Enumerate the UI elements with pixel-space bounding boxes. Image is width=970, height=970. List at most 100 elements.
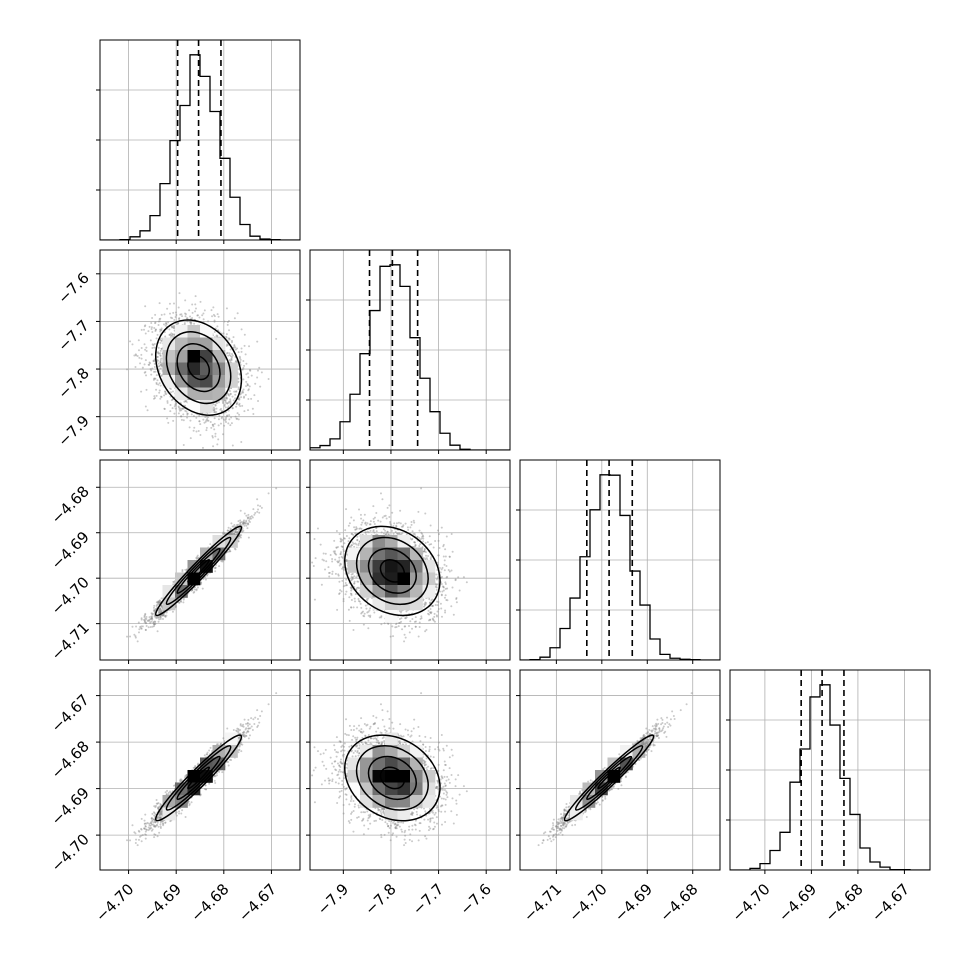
sample-point: [157, 362, 160, 365]
sample-point: [183, 322, 186, 325]
sample-point: [150, 321, 153, 324]
sample-point: [150, 369, 153, 372]
sample-point: [241, 404, 244, 407]
sample-point: [247, 388, 250, 391]
contour-0: [187, 354, 211, 381]
sample-point: [186, 320, 189, 323]
sample-point: [250, 517, 253, 520]
density-cell: [200, 375, 213, 388]
sample-point: [147, 626, 150, 629]
sample-point: [189, 419, 192, 422]
sample-point: [144, 621, 147, 624]
sample-point: [206, 419, 209, 422]
sample-point: [151, 343, 154, 346]
sample-point: [178, 601, 181, 604]
sample-point: [228, 418, 231, 421]
sample-point: [148, 363, 151, 366]
sample-point: [160, 364, 163, 367]
sample-point: [242, 391, 245, 394]
sample-point: [159, 363, 162, 366]
sample-point: [256, 369, 259, 372]
sample-point: [251, 407, 254, 410]
sample-point: [211, 315, 214, 318]
sample-point: [226, 529, 229, 532]
sample-point: [225, 344, 228, 347]
sample-point: [226, 321, 229, 324]
sample-point: [192, 429, 195, 432]
sample-point: [153, 622, 156, 625]
sample-point: [151, 330, 154, 333]
sample-point: [207, 419, 210, 422]
sample-point: [201, 314, 204, 317]
histogram-0: [100, 54, 300, 240]
sample-point: [244, 393, 247, 396]
sample-point: [259, 505, 262, 508]
sample-point: [154, 328, 157, 331]
sample-point: [243, 344, 246, 347]
sample-point: [226, 414, 229, 417]
sample-point: [202, 318, 205, 321]
sample-point: [229, 402, 232, 405]
sample-point: [150, 353, 153, 356]
sample-point: [229, 400, 232, 403]
sample-point: [154, 609, 157, 612]
sample-point: [226, 402, 229, 405]
sample-point: [215, 411, 218, 414]
sample-point: [229, 355, 232, 358]
sample-point: [214, 411, 217, 414]
sample-point: [204, 415, 207, 418]
sample-point: [247, 513, 250, 516]
sample-point: [190, 322, 193, 325]
sample-point: [188, 426, 191, 429]
sample-point: [152, 609, 155, 612]
sample-point: [156, 355, 159, 358]
sample-point: [241, 530, 244, 533]
sample-point: [153, 360, 156, 363]
sample-point: [232, 336, 235, 339]
sample-point: [233, 523, 236, 526]
sample-point: [257, 508, 260, 511]
sample-point: [158, 365, 161, 368]
sample-point: [253, 513, 256, 516]
sample-point: [225, 396, 228, 399]
sample-point: [230, 422, 233, 425]
sample-point: [256, 340, 259, 343]
sample-point: [243, 512, 246, 515]
sample-point: [213, 428, 216, 431]
sample-point: [171, 317, 174, 320]
sample-point: [171, 334, 174, 337]
sample-point: [143, 614, 146, 617]
sample-point: [212, 406, 215, 409]
sample-point: [131, 343, 134, 346]
sample-point: [227, 550, 230, 553]
sample-point: [164, 392, 167, 395]
sample-point: [258, 366, 261, 369]
sample-point: [227, 354, 230, 357]
sample-point: [163, 407, 166, 410]
sample-point: [234, 393, 237, 396]
sample-point: [144, 370, 147, 373]
sample-point: [157, 359, 160, 362]
sample-point: [234, 348, 237, 351]
sample-point: [235, 417, 238, 420]
sample-point: [207, 320, 210, 323]
sample-point: [228, 352, 231, 355]
sample-point: [138, 356, 141, 359]
sample-point: [267, 378, 270, 381]
sample-point: [195, 416, 198, 419]
sample-point: [173, 580, 176, 583]
sample-point: [244, 353, 247, 356]
sample-point: [190, 413, 193, 416]
sample-point: [157, 600, 160, 603]
sample-point: [160, 339, 163, 342]
sample-point: [153, 395, 156, 398]
sample-point: [203, 309, 206, 312]
sample-point: [248, 521, 251, 524]
sample-point: [162, 614, 165, 617]
sample-point: [239, 521, 242, 524]
sample-point: [194, 303, 197, 306]
sample-point: [233, 317, 236, 320]
sample-point: [155, 337, 158, 340]
sample-point: [238, 355, 241, 358]
y-tick-label: −7.6: [54, 269, 92, 307]
